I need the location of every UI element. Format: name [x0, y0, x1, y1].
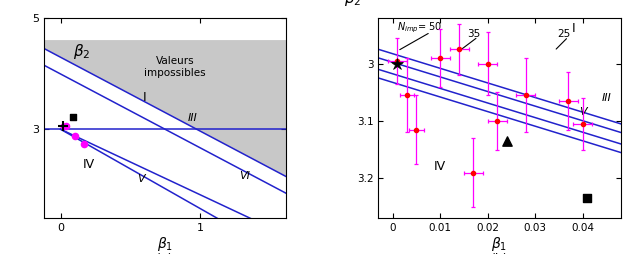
Point: [79, 142, 89, 146]
Text: $\beta_2$: $\beta_2$: [73, 42, 90, 61]
Text: 25: 25: [557, 29, 571, 39]
Text: $\beta_2$: $\beta_2$: [344, 0, 362, 8]
Text: (a): (a): [156, 252, 174, 254]
Text: (b): (b): [491, 252, 508, 254]
Point: [68, 115, 78, 119]
Text: IV: IV: [82, 158, 95, 171]
Point: [61, 124, 71, 128]
Text: I: I: [571, 22, 575, 35]
Point: [502, 139, 512, 143]
X-axis label: $\beta_1$: $\beta_1$: [492, 235, 508, 253]
Polygon shape: [44, 40, 287, 177]
X-axis label: $\beta_1$: $\beta_1$: [157, 235, 173, 253]
Text: 35: 35: [466, 29, 480, 39]
Point: [58, 124, 68, 128]
Text: IV: IV: [434, 160, 446, 173]
Text: VI: VI: [239, 171, 250, 181]
Point: [70, 134, 80, 138]
Text: III: III: [188, 113, 198, 123]
Text: III: III: [601, 93, 611, 103]
Text: Valeurs
impossibles: Valeurs impossibles: [144, 56, 206, 78]
Point: [582, 196, 593, 200]
Text: V: V: [137, 174, 145, 184]
Text: I: I: [142, 91, 146, 104]
Text: $N_{imp}$= 50: $N_{imp}$= 50: [398, 21, 443, 35]
Text: V: V: [579, 107, 586, 117]
